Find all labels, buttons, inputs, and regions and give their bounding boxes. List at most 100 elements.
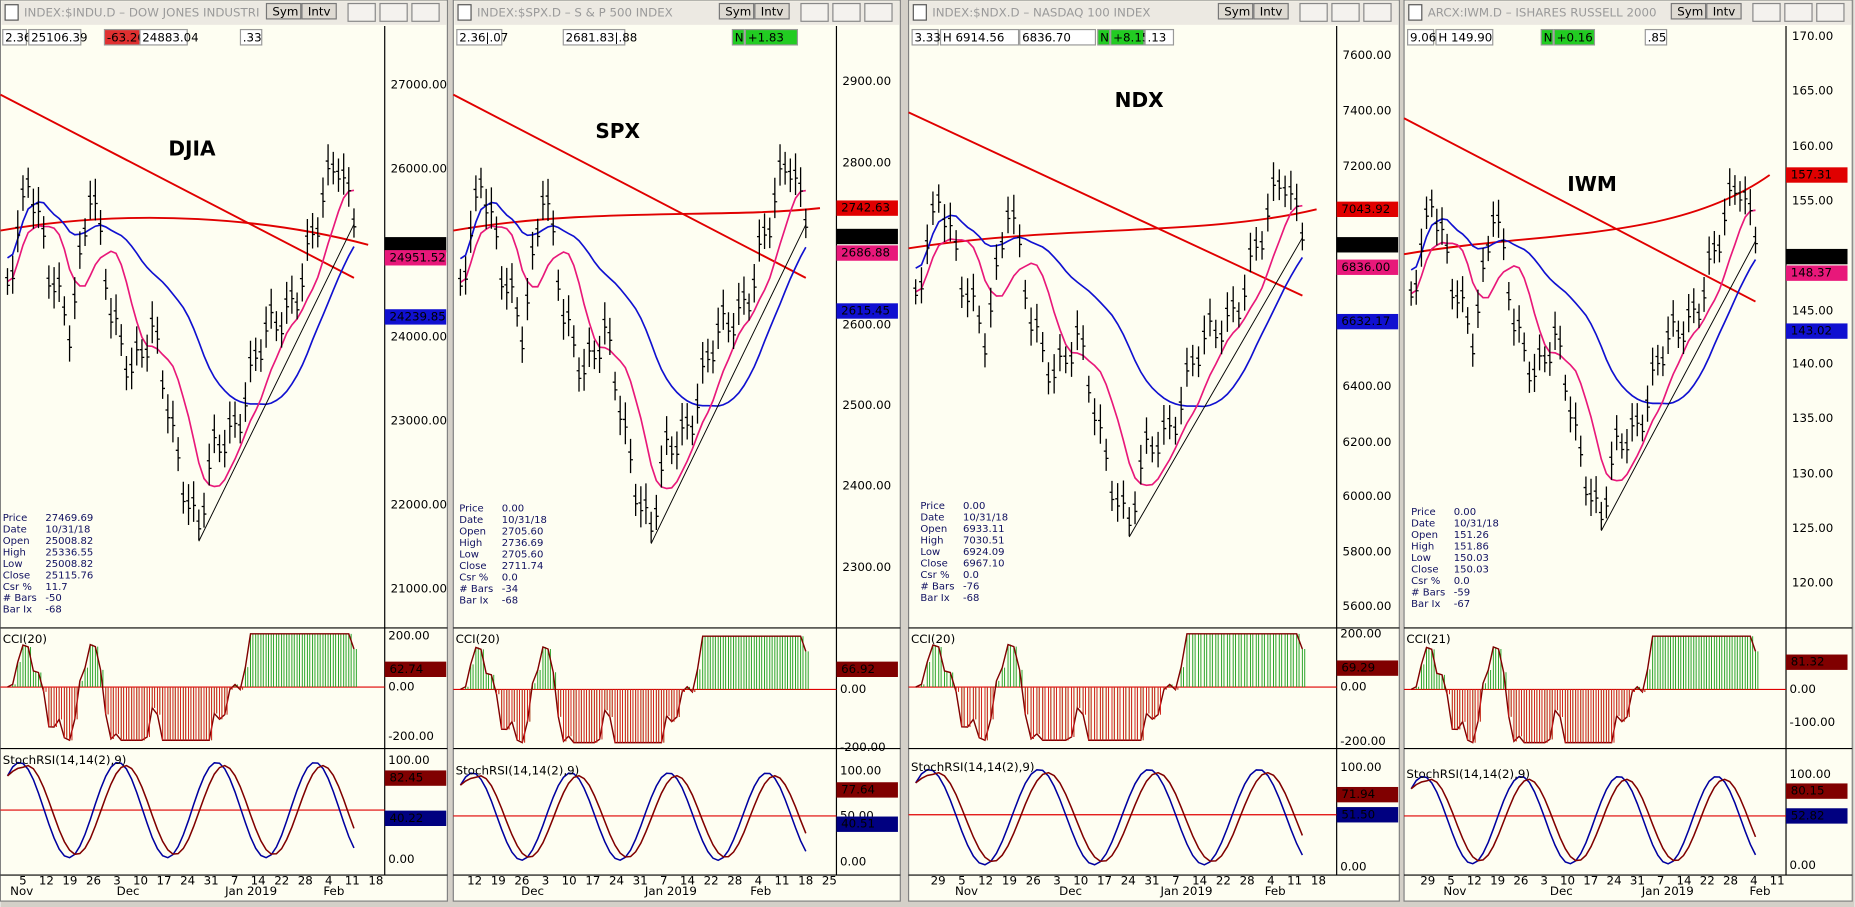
- month-label: Feb: [1750, 884, 1771, 898]
- price-tag-value: 24951.52: [389, 250, 445, 264]
- day-label: 5: [1447, 873, 1455, 887]
- maximize-button[interactable]: [832, 2, 861, 22]
- info-key: Close: [1411, 564, 1438, 575]
- quote-value: 2.36: [5, 30, 31, 44]
- price-axis-label: 5800.00: [1343, 545, 1392, 559]
- red-average: [908, 208, 1317, 250]
- info-value: 25115.76: [45, 570, 93, 581]
- close-button[interactable]: [1363, 2, 1392, 22]
- quote-cell: [2, 28, 28, 46]
- maximize-button[interactable]: [1331, 2, 1360, 22]
- toolbar-button[interactable]: [1217, 2, 1254, 20]
- day-label: 12: [978, 873, 993, 887]
- toolbar-button-label[interactable]: Intv: [1260, 4, 1283, 18]
- day-label: 7: [660, 873, 668, 887]
- maximize-button[interactable]: [379, 2, 408, 22]
- close-button[interactable]: [411, 2, 440, 22]
- day-label: 4: [1267, 873, 1275, 887]
- close-button[interactable]: [1816, 2, 1845, 22]
- toolbar-button-label[interactable]: Intv: [1713, 4, 1736, 18]
- toolbar-button-label[interactable]: Sym: [725, 4, 751, 18]
- cci-name: CCI(21): [1406, 632, 1450, 646]
- price-axis-label: 27000.00: [391, 78, 447, 92]
- toolbar-button[interactable]: [1706, 2, 1742, 20]
- toolbar-button[interactable]: [301, 2, 337, 20]
- toolbar-button[interactable]: [754, 2, 790, 20]
- info-key: Close: [3, 570, 30, 581]
- minimize-button[interactable]: [800, 2, 829, 22]
- red-trendline: [452, 93, 807, 279]
- day-label: 29: [931, 873, 946, 887]
- day-label: 3: [1053, 873, 1061, 887]
- price-axis-label: 26000.00: [391, 162, 447, 176]
- info-value: -34: [502, 584, 518, 595]
- day-label: 10: [1560, 873, 1575, 887]
- close-button[interactable]: [864, 2, 893, 22]
- toolbar-button[interactable]: [1253, 2, 1289, 20]
- price-axis-label: 120.00: [1792, 575, 1833, 589]
- info-key: High: [920, 536, 943, 547]
- quote-cell: [744, 28, 799, 46]
- month-label: Nov: [10, 884, 33, 898]
- quote-value: -63.26: [107, 30, 145, 44]
- day-label: 11: [1770, 873, 1785, 887]
- day-label: 19: [62, 873, 77, 887]
- toolbar-button[interactable]: [1670, 2, 1707, 20]
- day-label: 12: [1467, 873, 1482, 887]
- day-label: 14: [1192, 873, 1207, 887]
- toolbar-button-label[interactable]: Sym: [1224, 4, 1250, 18]
- quote-cell: [239, 28, 263, 46]
- info-key: Csr %: [1411, 576, 1440, 587]
- price-tag: [1336, 201, 1399, 217]
- toolbar-button-label[interactable]: Sym: [1677, 4, 1703, 18]
- price-tag-value: 157.31: [1791, 168, 1832, 182]
- price-tag: [836, 228, 898, 245]
- day-label: 24: [180, 873, 195, 887]
- month-label: Feb: [750, 884, 771, 898]
- price-axis-label: 165.00: [1792, 84, 1833, 98]
- day-label: 3: [542, 873, 550, 887]
- price-axis-label: 2900.00: [842, 74, 891, 88]
- support-trendline: [198, 223, 355, 542]
- quote-cell: [1644, 28, 1668, 46]
- info-key: Low: [1411, 553, 1431, 564]
- stoch-tag: [384, 770, 447, 786]
- price-tag-value: 25106.33: [389, 237, 445, 251]
- stoch-axis-label: 100.00: [1340, 760, 1381, 774]
- info-value: 25008.82: [45, 536, 93, 547]
- toolbar-button[interactable]: [718, 2, 755, 20]
- toolbar-button-label[interactable]: Intv: [308, 4, 331, 18]
- cci-histogram-down: [495, 689, 696, 743]
- stoch-fast: [6, 761, 355, 859]
- window-title: INDEX:$SPX.D – S & P 500 INDEX: [477, 6, 673, 20]
- info-key: Low: [3, 559, 23, 570]
- info-key: High: [459, 538, 482, 549]
- cci-tag-value: 69.29: [1341, 661, 1375, 675]
- stoch-tag: [1786, 808, 1848, 824]
- quote-cell: [456, 28, 503, 46]
- day-label: 17: [585, 873, 600, 887]
- toolbar-button[interactable]: [265, 2, 302, 20]
- cci-histogram-down: [955, 687, 1179, 741]
- price-axis-label: 130.00: [1792, 467, 1833, 481]
- minimize-button[interactable]: [347, 2, 376, 22]
- minimize-button[interactable]: [1299, 2, 1328, 22]
- maximize-button[interactable]: [1784, 2, 1813, 22]
- toolbar-button-label[interactable]: Intv: [761, 4, 784, 18]
- price-axis-label: 5600.00: [1343, 599, 1392, 613]
- stoch-tag: [1786, 783, 1848, 799]
- price-tag-value: 149.85: [1791, 249, 1832, 263]
- pink-average: [1410, 209, 1756, 482]
- cci-name: CCI(20): [911, 632, 955, 646]
- info-value: 151.26: [1454, 530, 1489, 541]
- minimize-button[interactable]: [1752, 2, 1781, 22]
- price-tag: [384, 309, 447, 325]
- stoch-axis-label: 0.00: [1790, 858, 1816, 872]
- cci-tag-value: 62.74: [389, 662, 423, 676]
- quote-value: +1.83: [748, 30, 784, 44]
- toolbar-button-label[interactable]: Sym: [272, 4, 298, 18]
- info-value: 10/31/18: [963, 513, 1008, 524]
- info-value: 2705.60: [502, 526, 544, 537]
- info-key: # Bars: [459, 584, 493, 595]
- cci-tag-value: 81.32: [1791, 655, 1825, 669]
